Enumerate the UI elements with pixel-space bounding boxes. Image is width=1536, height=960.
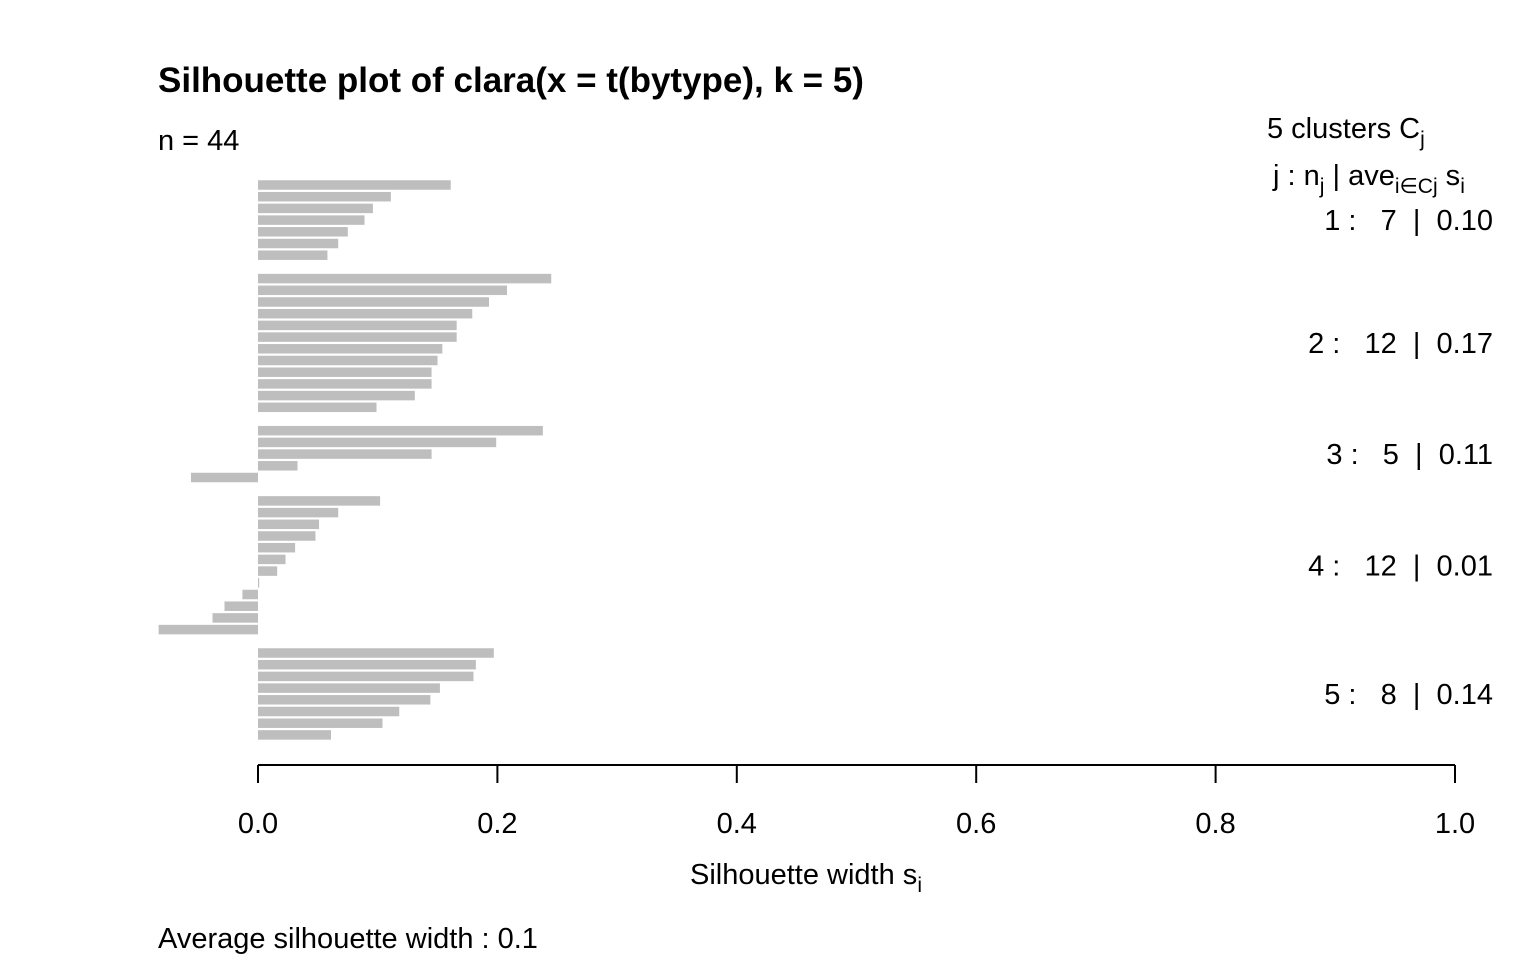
bar [258,671,474,682]
bar [258,695,431,705]
bar [158,624,258,635]
text: j : n [1272,160,1320,192]
bar [258,425,543,436]
cluster-label: 1 : 7 | 0.10 [1324,205,1493,237]
bar [258,320,457,331]
bar [258,390,415,401]
bar [190,472,258,483]
bar [258,554,286,565]
text: 5 clusters C [1267,113,1420,145]
x-tick-label: 0.8 [1195,808,1235,840]
bar [258,180,451,190]
bar [258,215,365,225]
bar [258,273,552,284]
bar [258,437,497,448]
bar [258,285,507,296]
bar [258,531,316,541]
bar [258,250,328,260]
x-tick-label: 0.6 [956,808,996,840]
bar [258,227,348,237]
subtitle: n = 44 [158,125,239,157]
cluster-label: 3 : 5 | 0.11 [1326,439,1493,471]
bar [258,297,490,307]
text: s [1438,160,1461,192]
bar [258,706,400,717]
x-tick-label: 0.4 [717,808,757,840]
bar [258,379,432,389]
bar [224,601,258,611]
bar [258,402,377,413]
text: i∈Cj [1395,175,1438,198]
legend-title: 5 clusters Cj [1267,113,1425,151]
cluster-label: 4 : 12 | 0.01 [1308,550,1493,582]
bar [258,659,476,670]
x-tick-label: 0.0 [238,808,278,840]
bar [258,507,339,518]
bar [258,519,320,530]
bar [258,367,432,377]
x-tick-label: 0.2 [477,808,517,840]
cluster-label: 5 : 8 | 0.14 [1324,679,1493,711]
bar [258,542,296,553]
x-axis-label: Silhouette width si [690,859,922,897]
text: i [917,874,922,897]
bar [258,648,494,658]
legend-header: j : nj | avei∈Cj si [1272,160,1465,198]
bar [258,730,332,740]
text: i [1460,175,1465,198]
bar [258,718,383,728]
chart-title: Silhouette plot of clara(x = t(bytype), … [158,61,864,100]
bar [258,578,260,588]
bar [258,344,443,354]
bar [258,203,373,214]
text: j [1419,128,1425,151]
bar [212,613,258,623]
text: j [1319,175,1325,198]
x-tick-label: 1.0 [1435,808,1475,840]
bar [258,449,432,459]
bar [258,566,278,576]
text: Silhouette width s [690,859,917,891]
bar [258,496,381,506]
bar [258,355,438,366]
bar [258,461,298,471]
bar [258,683,440,693]
footer: Average silhouette width : 0.1 [158,923,538,955]
text: | ave [1324,160,1394,192]
bar [258,191,391,202]
bar [258,238,339,249]
bar [242,589,258,600]
bar [258,332,457,342]
cluster-label: 2 : 12 | 0.17 [1308,328,1493,360]
bar [258,308,473,319]
